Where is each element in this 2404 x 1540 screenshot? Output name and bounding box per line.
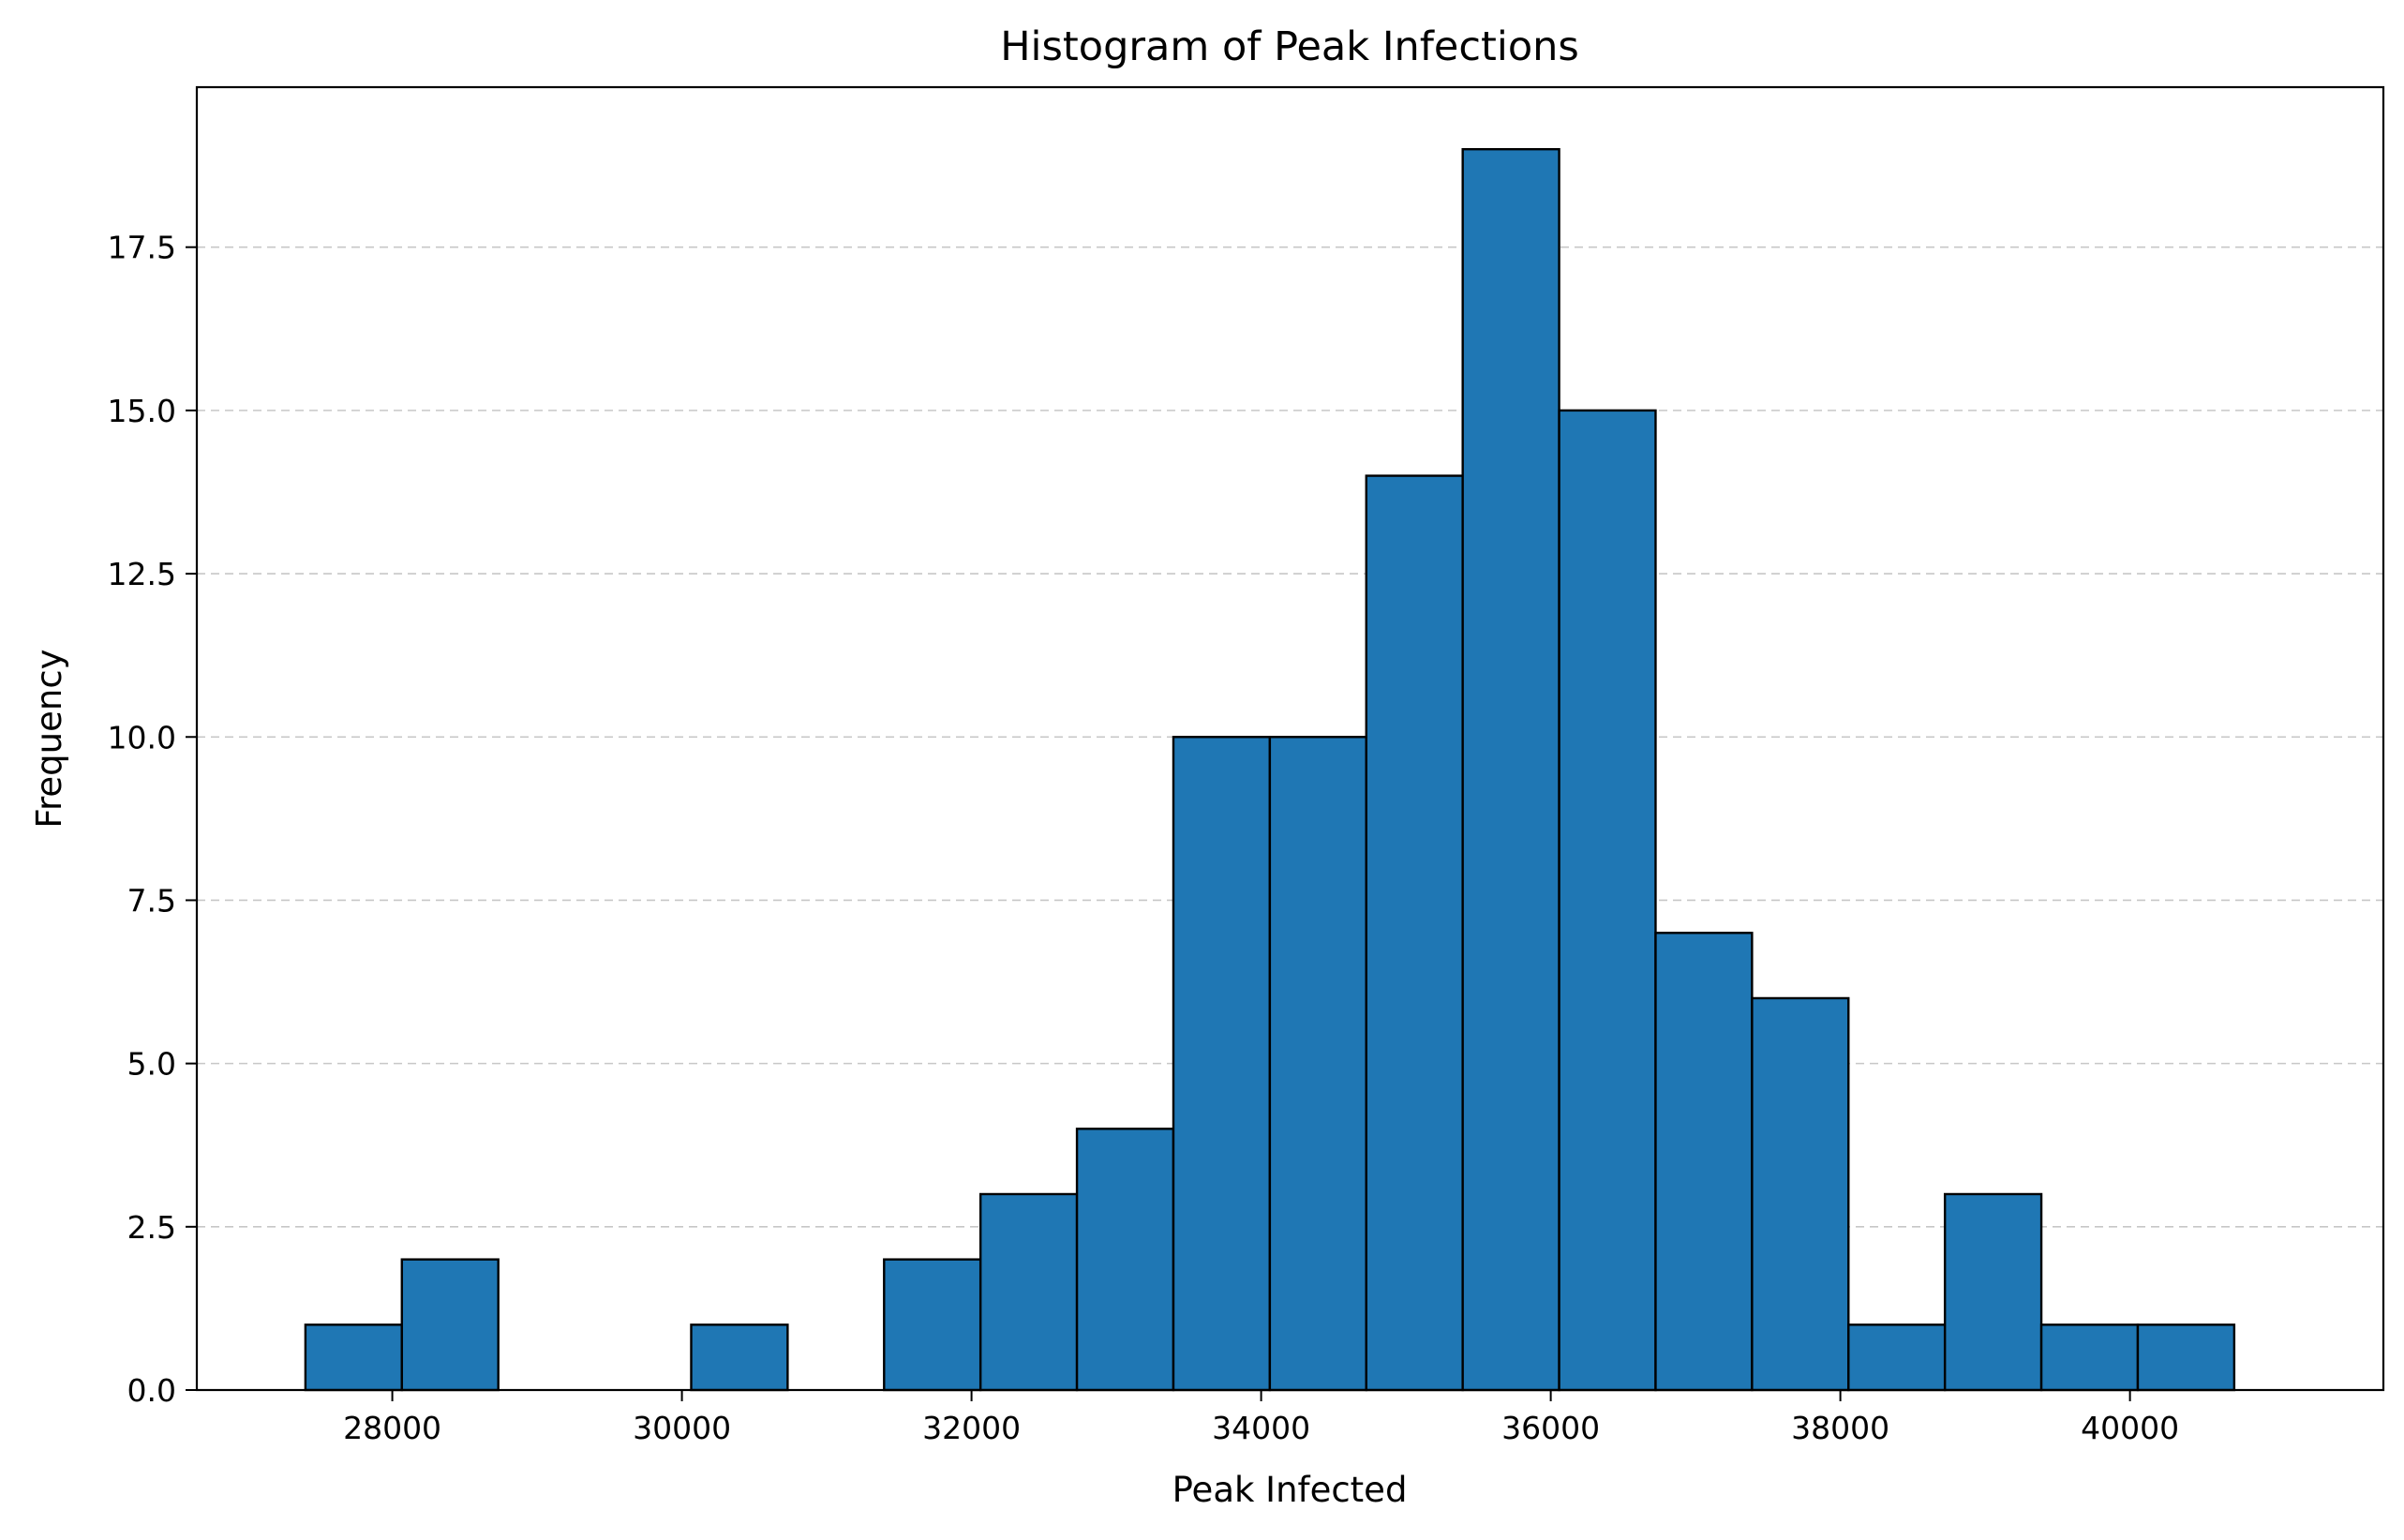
y-tick-label: 0.0: [127, 1372, 176, 1409]
y-tick-label: 10.0: [108, 719, 176, 755]
histogram-bar: [400, 1258, 500, 1392]
y-tick-label: 5.0: [127, 1046, 176, 1083]
y-tick-label: 7.5: [127, 882, 176, 919]
histogram-bar: [2136, 1323, 2236, 1392]
histogram-bar: [2039, 1323, 2140, 1392]
y-tick-label: 12.5: [108, 556, 176, 592]
histogram-bar: [1268, 736, 1367, 1392]
x-tick-label: 28000: [343, 1410, 441, 1446]
y-tick-label: 2.5: [127, 1209, 176, 1246]
y-tick-label: 17.5: [108, 230, 176, 266]
x-tick-label: 36000: [1501, 1410, 1600, 1446]
x-tick-label: 40000: [2081, 1410, 2179, 1446]
bars: [304, 147, 2236, 1392]
histogram-bar: [1943, 1192, 2043, 1392]
histogram-bar: [978, 1192, 1079, 1392]
x-axis-label: Peak Infected: [1172, 1470, 1408, 1510]
y-tick-label: 15.0: [108, 393, 176, 429]
x-tick-label: 30000: [633, 1410, 731, 1446]
histogram-bar: [1558, 409, 1657, 1392]
histogram-bar: [883, 1258, 982, 1392]
x-tick-label: 32000: [922, 1410, 1021, 1446]
histogram-bar: [1461, 147, 1560, 1392]
histogram-bar: [1365, 474, 1464, 1392]
histogram-bar: [1751, 996, 1850, 1392]
y-axis-ticks: 0.0 2.5 5.0 7.5 10.0 12.5 15.0 17.5: [108, 230, 197, 1409]
histogram-bar: [1075, 1128, 1175, 1392]
histogram-bar: [1654, 932, 1754, 1392]
x-tick-label: 34000: [1212, 1410, 1310, 1446]
histogram-bar: [1172, 736, 1272, 1392]
histogram-bar: [690, 1323, 789, 1392]
chart-title: Histogram of Peak Infections: [1000, 23, 1579, 70]
histogram-bar: [304, 1323, 403, 1392]
plot-frame: [195, 85, 2385, 1392]
x-tick-label: 38000: [1791, 1410, 1889, 1446]
histogram-bar: [1847, 1323, 1947, 1392]
x-axis-ticks: 28000 30000 32000 34000 36000 38000 40000: [343, 1390, 2179, 1446]
y-axis-label: Frequency: [29, 649, 69, 828]
